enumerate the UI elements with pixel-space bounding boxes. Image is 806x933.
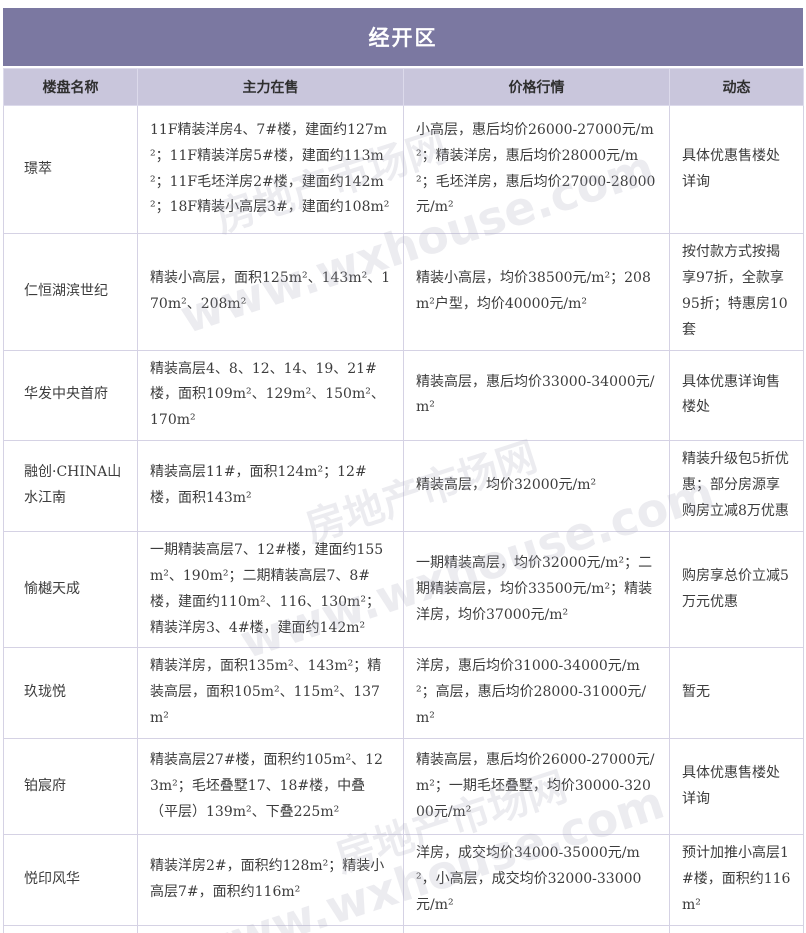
table-row: 仁恒湖滨世纪 精装小高层，面积125m²、143m²、170m²、208m² 精… (3, 233, 804, 351)
price-market-cell: 精装高层，惠后均价31000元/m²；精装小高层，惠后均价33000元/m² (403, 924, 670, 933)
property-name-cell: 玖珑悦 (3, 647, 138, 740)
main-selling-cell: 精装小高层，面积125m²、143m²、170m²、208m² (137, 233, 404, 351)
dynamic-cell: 具体优惠详询售楼处 (669, 924, 804, 933)
column-header-selling: 主力在售 (137, 68, 404, 106)
property-name-cell: 融创·CHINA山水江南 (3, 440, 138, 532)
price-market-cell: 精装高层，惠后均价33000-34000元/m² (403, 349, 670, 442)
property-name-cell: 仁恒湖滨世纪 (3, 233, 138, 351)
property-name-cell: 心海合印 (3, 924, 138, 933)
property-name-cell: 璟萃 (3, 105, 138, 234)
dynamic-cell: 按付款方式按揭享97折，全款享95折；特惠房10套 (669, 233, 804, 351)
dynamic-cell: 具体优惠详询售楼处 (669, 349, 804, 442)
property-name-cell: 铂宸府 (3, 738, 138, 836)
table-row: 愉樾天成 一期精装高层7、12#楼，建面约155m²、190m²；二期精装高层7… (3, 530, 804, 649)
column-header-dynamic: 动态 (669, 68, 804, 106)
main-selling-cell: 精装高层27#楼，面积约105m²、123m²；毛坯叠墅17、18#楼，中叠（平… (137, 738, 404, 836)
table-row: 融创·CHINA山水江南 精装高层11#，面积124m²；12#楼，面积143m… (3, 440, 804, 532)
price-market-cell: 精装小高层，均价38500元/m²；208m²户型，均价40000元/m² (403, 233, 670, 351)
main-selling-cell: 精装高层4、8、12、14、19、21#楼，面积109m²、129m²、150m… (137, 349, 404, 442)
property-name-cell: 愉樾天成 (3, 530, 138, 649)
main-selling-cell: 精装洋房，面积135m²、143m²；精装高层，面积105m²、115m²、13… (137, 647, 404, 740)
price-market-cell: 一期精装高层，均价32000元/m²；二期精装高层，均价33500元/m²；精装… (403, 530, 670, 649)
price-market-cell: 小高层，惠后均价26000-27000元/m²；精装洋房，惠后均价28000元/… (403, 105, 670, 234)
table-row: 悦印风华 精装洋房2#，面积约128m²；精装小高层7#，面积约116m² 洋房… (3, 834, 804, 926)
table-row: 璟萃 11F精装洋房4、7#楼，建面约127m²；11F精装洋房5#楼，建面约1… (3, 105, 804, 234)
dynamic-cell: 精装升级包5折优惠；部分房源享购房立减8万优惠 (669, 440, 804, 532)
column-header-name: 楼盘名称 (3, 68, 138, 106)
table-row: 华发中央首府 精装高层4、8、12、14、19、21#楼，面积109m²、129… (3, 349, 804, 442)
dynamic-cell: 具体优惠售楼处详询 (669, 105, 804, 234)
main-selling-cell: 一期精装高层7、12#楼，建面约155m²、190m²；二期精装高层7、8#楼，… (137, 530, 404, 649)
table-row: 铂宸府 精装高层27#楼，面积约105m²、123m²；毛坯叠墅17、18#楼，… (3, 738, 804, 836)
price-market-cell: 精装高层，均价32000元/m² (403, 440, 670, 532)
price-market-cell: 精装高层，惠后均价26000-27000元/m²；一期毛坯叠墅，均价30000-… (403, 738, 670, 836)
price-market-cell: 洋房，惠后均价31000-34000元/m²；高层，惠后均价28000-3100… (403, 647, 670, 740)
table-row: 玖珑悦 精装洋房，面积135m²、143m²；精装高层，面积105m²、115m… (3, 647, 804, 740)
price-market-cell: 洋房，成交均价34000-35000元/m²，小高层，成交均价32000-330… (403, 834, 670, 926)
main-selling-cell: 11F精装洋房4、7#楼，建面约127m²；11F精装洋房5#楼，建面约113m… (137, 105, 404, 234)
dynamic-cell: 购房享总价立减5万元优惠 (669, 530, 804, 649)
table-body: 璟萃 11F精装洋房4、7#楼，建面约127m²；11F精装洋房5#楼，建面约1… (3, 105, 804, 933)
dynamic-cell: 具体优惠售楼处详询 (669, 738, 804, 836)
table-row: 心海合印 精装高层32#楼，面积110m²、129m²；精装小高层27#、30#… (3, 924, 804, 933)
property-name-cell: 悦印风华 (3, 834, 138, 926)
dynamic-cell: 暂无 (669, 647, 804, 740)
listing-table: 楼盘名称 主力在售 价格行情 动态 璟萃 11F精装洋房4、7#楼，建面约127… (3, 68, 804, 933)
main-selling-cell: 精装洋房2#，面积约128m²；精装小高层7#，面积约116m² (137, 834, 404, 926)
district-board: 经开区 楼盘名称 主力在售 价格行情 动态 璟萃 11F精装洋房4、7#楼，建面… (3, 8, 804, 933)
main-selling-cell: 精装高层32#楼，面积110m²、129m²；精装小高层27#、30#楼，面积1… (137, 924, 404, 933)
main-selling-cell: 精装高层11#，面积124m²；12#楼，面积143m² (137, 440, 404, 532)
district-title: 经开区 (3, 8, 803, 68)
column-header-price: 价格行情 (403, 68, 670, 106)
dynamic-cell: 预计加推小高层1#楼，面积约116m² (669, 834, 804, 926)
property-name-cell: 华发中央首府 (3, 349, 138, 442)
header-row: 楼盘名称 主力在售 价格行情 动态 (3, 68, 804, 106)
